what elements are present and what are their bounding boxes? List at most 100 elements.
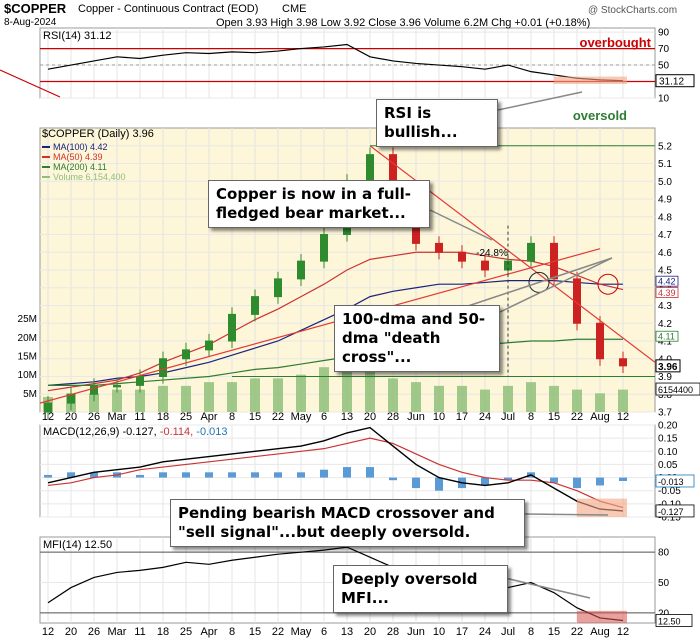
x-tick-label: 28 <box>387 411 399 423</box>
last-price-box <box>655 359 681 373</box>
volume-bar <box>227 382 237 412</box>
rsi-value-label: 31.12 <box>659 77 684 88</box>
macd-hist-bar <box>412 477 420 489</box>
x-tick-label: 12 <box>42 626 54 638</box>
rsi-oversold-highlight <box>554 76 627 84</box>
candle-body <box>458 251 466 262</box>
candle-body <box>527 242 535 262</box>
macd-hist-bar <box>481 477 489 486</box>
y-tick-label: 3.7 <box>658 408 672 419</box>
x-tick-label: Jul <box>501 626 515 638</box>
y-tick-label: 0.10 <box>658 447 678 458</box>
candle-body <box>228 313 236 342</box>
exchange-label: CME <box>282 3 307 15</box>
rsi-trend-line <box>0 69 61 98</box>
volume-bar <box>89 393 99 412</box>
volume-bar <box>572 389 582 412</box>
mfi-value-label: 12.50 <box>658 616 681 626</box>
volume-bar <box>549 385 559 412</box>
x-tick-label: Mar <box>108 411 127 423</box>
y-tick-label: 4.5 <box>658 266 672 277</box>
x-tick-label: 8 <box>229 626 235 638</box>
x-tick-label: 17 <box>456 626 468 638</box>
volume-bar <box>503 385 513 412</box>
macd-hist-box <box>655 474 695 488</box>
x-tick-label: Jun <box>407 411 425 423</box>
mfi-highlight <box>577 610 627 623</box>
rsi-value-box <box>655 74 695 88</box>
x-grid <box>47 28 624 98</box>
volume-bar <box>204 382 214 412</box>
chart-date: 8-Aug-2024 <box>4 17 57 28</box>
volume-tick-label: 20M <box>18 333 37 344</box>
x-tick-label: 15 <box>548 411 560 423</box>
x-tick-label: 12 <box>617 626 629 638</box>
candle-body <box>113 384 121 388</box>
y-tick-label: 50 <box>658 578 670 589</box>
x-tick-label: 15 <box>249 626 261 638</box>
ohlc-readout: Open 3.93 High 3.98 Low 3.92 Close 3.96 … <box>216 17 591 29</box>
instrument-name: Copper - Continuous Contract (EOD) <box>78 3 259 15</box>
x-tick-label: 22 <box>272 626 284 638</box>
macd-note: Pending bearish MACD crossover and "sell… <box>170 499 525 547</box>
x-tick-label: 8 <box>528 626 534 638</box>
x-tick-label: Jun <box>407 626 425 638</box>
x-tick-label: 26 <box>88 626 100 638</box>
x-tick-label: 20 <box>65 626 77 638</box>
volume-bar <box>181 385 191 412</box>
x-tick-label: Apr <box>200 626 217 638</box>
y-tick-label: 5.1 <box>658 159 672 170</box>
y-tick-label: 0.05 <box>658 460 678 471</box>
callout-pointer <box>449 257 613 313</box>
x-tick-label: 22 <box>571 411 583 423</box>
macd-hist-bar <box>274 472 282 478</box>
macd-hist-bar <box>619 477 627 481</box>
candle-body <box>435 242 443 253</box>
bear-market-note: Copper is now in a full-fledged bear mar… <box>208 180 430 228</box>
volume-bar <box>434 385 444 412</box>
x-tick-label: 11 <box>134 626 145 638</box>
x-tick-label: 24 <box>479 411 491 423</box>
candle-body <box>44 402 52 413</box>
callout-pointer <box>429 209 493 241</box>
candle-body <box>182 349 190 360</box>
y-tick-label: 3.9 <box>658 372 672 383</box>
oversold-label: oversold <box>573 108 627 123</box>
macd-hist-bar <box>596 477 604 486</box>
volume-tick-label: 5M <box>23 389 37 400</box>
y-tick-label: 10 <box>658 94 670 105</box>
macd-hist-bar <box>44 474 52 478</box>
callout-pointer <box>504 577 591 599</box>
rsi-note: RSI is bullish... <box>376 99 498 147</box>
candle-body <box>619 358 627 367</box>
volume-bar <box>296 374 306 412</box>
x-tick-label: Aug <box>590 411 610 423</box>
mfi-note: Deeply oversold MFI... <box>333 565 508 613</box>
y-tick-label: 4.6 <box>658 248 672 259</box>
x-tick-label: May <box>291 626 312 638</box>
x-tick-label: 18 <box>157 626 169 638</box>
x-tick-label: 25 <box>180 626 192 638</box>
x-tick-label: 18 <box>157 411 169 423</box>
callout-pointer <box>497 91 583 111</box>
ticker-symbol: $COPPER <box>4 1 67 16</box>
candle-body <box>320 234 328 262</box>
candle-body <box>205 340 213 351</box>
y-tick-label: 4.9 <box>658 195 672 206</box>
uptrend-line <box>39 248 601 404</box>
x-tick-label: 8 <box>229 411 235 423</box>
y-tick-label: -0.15 <box>658 513 681 524</box>
volume-bar <box>618 389 628 412</box>
y-tick-label: 0.20 <box>658 421 678 432</box>
macd-hist-bar <box>90 472 98 478</box>
rsi-line <box>47 43 624 82</box>
macd-hist-bar <box>504 477 512 481</box>
x-tick-label: 12 <box>617 411 629 423</box>
volume-bar <box>135 389 145 412</box>
callout-pointer <box>499 257 613 313</box>
y-tick-label: 4.3 <box>658 301 672 312</box>
stockcharts-watermark: @ StockCharts.com <box>588 5 678 16</box>
ma-value-box <box>655 275 679 287</box>
macd-hist-bar <box>136 474 144 478</box>
price-title: $COPPER (Daily) 3.96 <box>42 128 154 140</box>
